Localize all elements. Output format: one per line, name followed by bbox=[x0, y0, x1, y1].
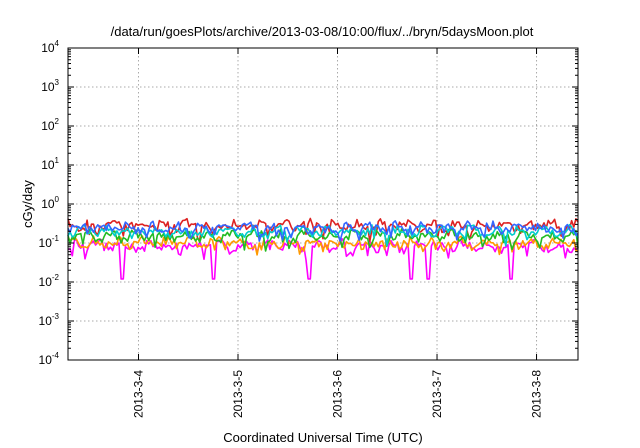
y-tick-label: 10-3 bbox=[39, 312, 60, 328]
x-tick-label: 2013-3-8 bbox=[530, 370, 544, 418]
x-tick-label: 2013-3-5 bbox=[231, 370, 245, 418]
y-axis-label: cGy/day bbox=[20, 180, 35, 228]
series-line bbox=[67, 223, 579, 247]
y-tick-label: 101 bbox=[41, 156, 59, 172]
y-tick-label: 100 bbox=[41, 195, 59, 211]
chart-title: /data/run/goesPlots/archive/2013-03-08/1… bbox=[111, 24, 534, 39]
grid bbox=[68, 48, 578, 360]
y-tick-label: 102 bbox=[41, 117, 59, 133]
y-tick-label: 10-2 bbox=[39, 273, 60, 289]
series-group bbox=[67, 217, 579, 280]
y-tick-label: 104 bbox=[41, 39, 59, 55]
series-line bbox=[67, 220, 579, 242]
y-tick-label: 103 bbox=[41, 78, 59, 94]
y-tick-label: 10-1 bbox=[39, 234, 60, 250]
x-tick-label: 2013-3-7 bbox=[430, 370, 444, 418]
x-tick-label: 2013-3-4 bbox=[131, 370, 145, 418]
series-line bbox=[67, 235, 579, 256]
series-line bbox=[67, 228, 579, 252]
x-tick-label: 2013-3-6 bbox=[331, 370, 345, 418]
y-tick-label: 10-4 bbox=[39, 351, 60, 367]
x-axis: 2013-3-4 2013-3-5 2013-3-6 2013-3-7 2013-3-8 bbox=[131, 48, 544, 418]
series-line bbox=[67, 217, 579, 242]
x-axis-label: Coordinated Universal Time (UTC) bbox=[223, 430, 422, 445]
y-axis: 10-4 10-3 10-2 10-1 100 101 102 103 104 bbox=[39, 39, 578, 367]
